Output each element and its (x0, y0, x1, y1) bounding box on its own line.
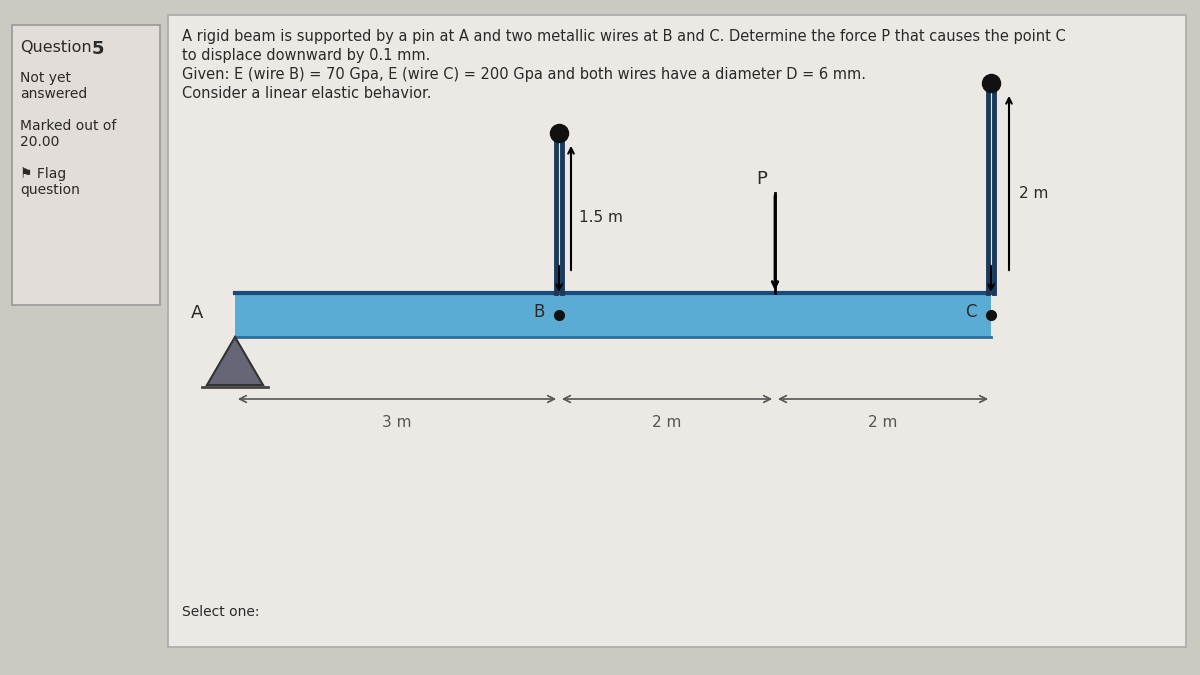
Text: answered: answered (20, 87, 88, 101)
Text: to displace downward by 0.1 mm.: to displace downward by 0.1 mm. (182, 48, 431, 63)
Text: A rigid beam is supported by a pin at A and two metallic wires at B and C. Deter: A rigid beam is supported by a pin at A … (182, 29, 1066, 44)
Text: A: A (191, 304, 203, 322)
Text: Given: E (wire B) = 70 Gpa, E (wire C) = 200 Gpa and both wires have a diameter : Given: E (wire B) = 70 Gpa, E (wire C) =… (182, 67, 866, 82)
Text: Not yet: Not yet (20, 71, 71, 85)
Text: Marked out of: Marked out of (20, 119, 116, 133)
Text: 2 m: 2 m (1019, 186, 1049, 200)
FancyBboxPatch shape (168, 15, 1186, 647)
Text: Question: Question (20, 40, 91, 55)
Text: B: B (534, 303, 545, 321)
Text: 3 m: 3 m (383, 415, 412, 430)
FancyBboxPatch shape (12, 25, 160, 305)
Polygon shape (208, 337, 263, 385)
FancyBboxPatch shape (235, 293, 991, 337)
Text: 20.00: 20.00 (20, 135, 59, 149)
Text: 2 m: 2 m (653, 415, 682, 430)
Text: 5: 5 (92, 40, 104, 58)
Text: 2 m: 2 m (869, 415, 898, 430)
Text: P: P (756, 170, 767, 188)
Text: C: C (966, 303, 977, 321)
Text: ⚑ Flag: ⚑ Flag (20, 167, 66, 181)
Text: Select one:: Select one: (182, 605, 259, 619)
Text: Consider a linear elastic behavior.: Consider a linear elastic behavior. (182, 86, 432, 101)
Text: 1.5 m: 1.5 m (580, 211, 623, 225)
Text: question: question (20, 183, 80, 197)
